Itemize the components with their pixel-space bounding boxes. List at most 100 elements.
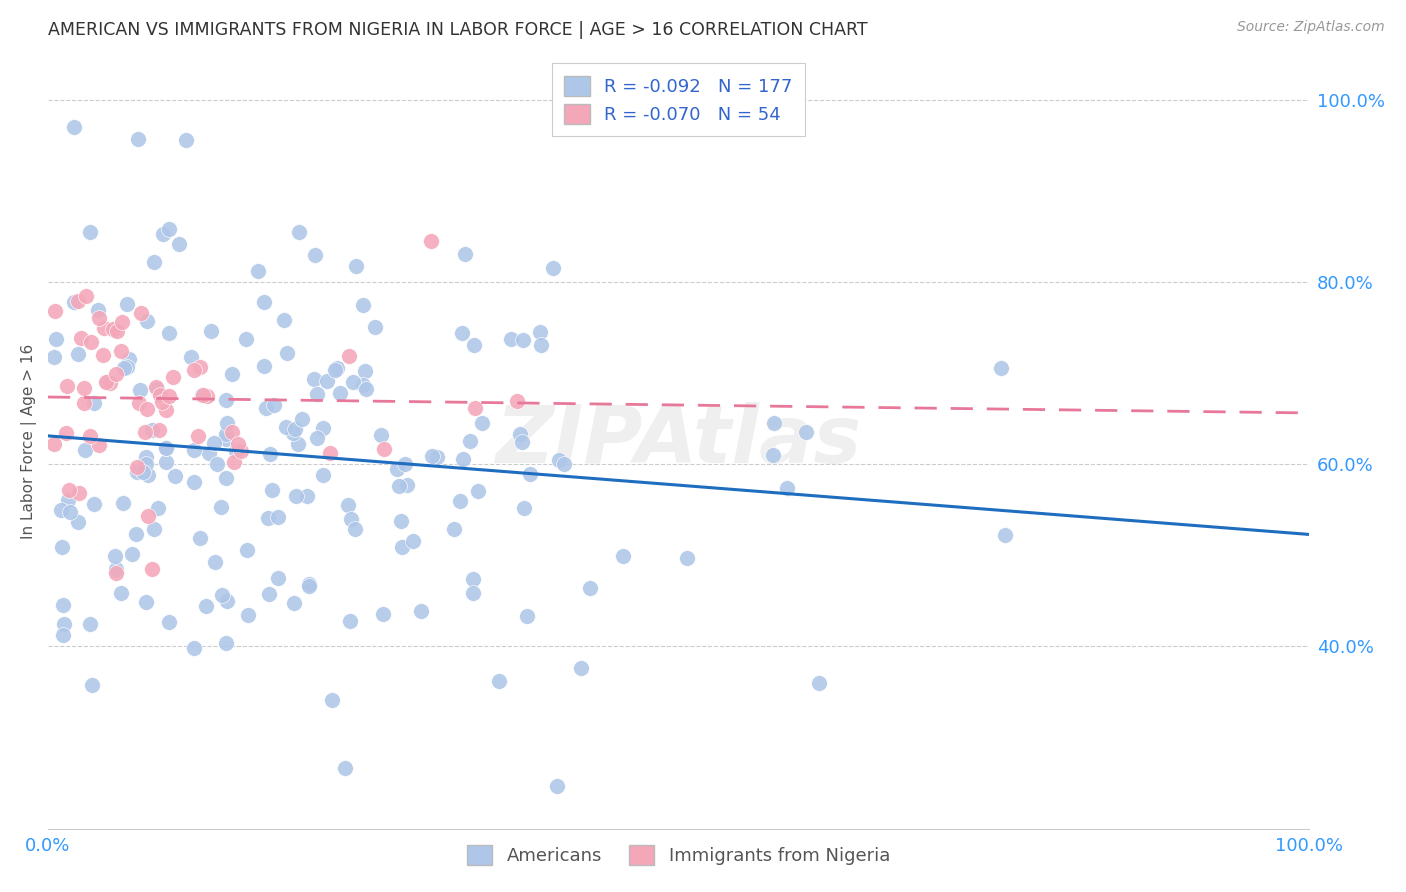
Point	[509, 426, 531, 441]
Point	[409, 604, 432, 618]
Text: Source: ZipAtlas.com: Source: ZipAtlas.com	[1237, 20, 1385, 34]
Point	[87, 438, 110, 452]
Point	[141, 423, 163, 437]
Point	[167, 236, 190, 251]
Point	[127, 132, 149, 146]
Point	[287, 437, 309, 451]
Point	[87, 303, 110, 318]
Point	[202, 436, 225, 450]
Point	[319, 446, 342, 460]
Point	[547, 453, 569, 467]
Point	[295, 489, 318, 503]
Point	[298, 576, 321, 591]
Point	[148, 423, 170, 437]
Point	[461, 585, 484, 599]
Point	[391, 540, 413, 554]
Point	[96, 376, 118, 390]
Point	[134, 425, 156, 440]
Point	[128, 396, 150, 410]
Point	[512, 435, 534, 450]
Point	[198, 445, 221, 459]
Point	[274, 420, 297, 434]
Point	[215, 636, 238, 650]
Point	[364, 319, 387, 334]
Point	[200, 324, 222, 338]
Point	[75, 289, 97, 303]
Point	[162, 370, 184, 384]
Point	[506, 393, 529, 408]
Point	[52, 598, 75, 612]
Point	[190, 531, 212, 545]
Point	[267, 571, 290, 585]
Point	[110, 586, 132, 600]
Point	[443, 522, 465, 536]
Point	[214, 426, 236, 441]
Point	[135, 402, 157, 417]
Point	[83, 396, 105, 410]
Point	[207, 457, 229, 471]
Point	[174, 133, 197, 147]
Point	[776, 481, 799, 495]
Point	[388, 478, 411, 492]
Point	[247, 264, 270, 278]
Point	[569, 661, 592, 675]
Point	[66, 515, 89, 529]
Point	[135, 458, 157, 472]
Point	[125, 527, 148, 541]
Point	[304, 372, 326, 386]
Point	[83, 497, 105, 511]
Point	[235, 332, 257, 346]
Point	[69, 331, 91, 345]
Point	[389, 514, 412, 528]
Point	[42, 350, 65, 364]
Point	[194, 599, 217, 614]
Point	[344, 259, 367, 273]
Point	[136, 467, 159, 482]
Point	[426, 450, 449, 465]
Point	[93, 321, 115, 335]
Point	[221, 367, 243, 381]
Point	[146, 382, 169, 396]
Point	[98, 376, 121, 391]
Point	[807, 676, 830, 690]
Point	[73, 443, 96, 458]
Point	[217, 593, 239, 607]
Point	[316, 374, 339, 388]
Point	[546, 779, 568, 793]
Point	[157, 326, 180, 340]
Point	[298, 579, 321, 593]
Point	[339, 512, 361, 526]
Point	[281, 426, 304, 441]
Point	[135, 314, 157, 328]
Point	[259, 447, 281, 461]
Point	[267, 509, 290, 524]
Point	[121, 547, 143, 561]
Point	[337, 498, 360, 512]
Point	[73, 381, 96, 395]
Point	[104, 549, 127, 564]
Point	[55, 379, 77, 393]
Point	[451, 326, 474, 340]
Point	[135, 450, 157, 465]
Point	[454, 246, 477, 260]
Point	[59, 506, 82, 520]
Point	[794, 425, 817, 440]
Point	[111, 315, 134, 329]
Point	[104, 562, 127, 576]
Point	[155, 441, 177, 455]
Point	[329, 385, 352, 400]
Y-axis label: In Labor Force | Age > 16: In Labor Force | Age > 16	[21, 343, 37, 539]
Point	[188, 360, 211, 375]
Point	[253, 294, 276, 309]
Point	[312, 467, 335, 482]
Point	[284, 422, 307, 436]
Point	[291, 412, 314, 426]
Point	[155, 441, 177, 455]
Point	[183, 362, 205, 376]
Point	[463, 338, 485, 352]
Point	[191, 388, 214, 402]
Point	[115, 297, 138, 311]
Point	[276, 346, 298, 360]
Point	[143, 255, 166, 269]
Point	[519, 467, 541, 481]
